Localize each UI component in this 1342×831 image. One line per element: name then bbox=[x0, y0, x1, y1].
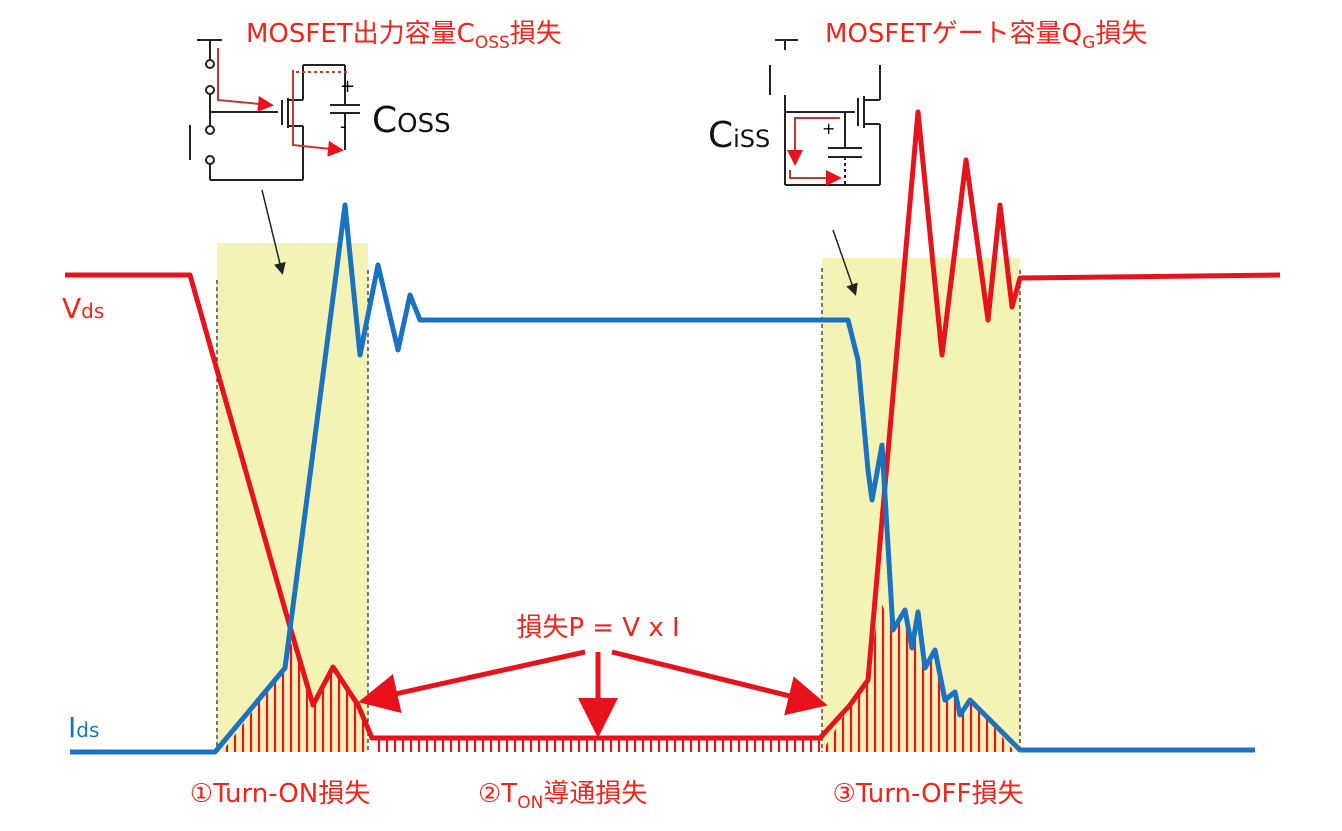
ids-label: Ids bbox=[68, 711, 99, 744]
region-borders bbox=[216, 268, 1021, 752]
plus-sign: + bbox=[822, 119, 835, 138]
turn-off-label: ③Turn-OFF損失 bbox=[833, 779, 1024, 809]
plus-sign: + bbox=[340, 76, 355, 97]
minus-sign: - bbox=[340, 116, 347, 137]
ciss-current bbox=[787, 117, 842, 186]
power-label: 損失P = V x I bbox=[516, 613, 679, 643]
qg-loss-title: MOSFETゲート容量QG損失 bbox=[825, 19, 1147, 53]
coss-circuit bbox=[189, 39, 360, 181]
vds-waveform bbox=[65, 109, 1281, 741]
ciss-circuit bbox=[769, 39, 881, 186]
coss-current bbox=[217, 48, 350, 157]
turn-on-label: ①Turn-ON損失 bbox=[190, 779, 370, 809]
coss-label: COSS bbox=[372, 100, 451, 141]
coss-loss-title: MOSFET出力容量COSS損失 bbox=[246, 19, 562, 53]
loss-arrows bbox=[358, 649, 828, 738]
ciss-label: CiSS bbox=[708, 115, 770, 156]
vds-label: Vds bbox=[62, 292, 104, 325]
ids-waveform bbox=[70, 202, 1255, 755]
ton-label: ②TON導通損失 bbox=[478, 779, 647, 813]
pointer-arrows bbox=[261, 189, 858, 296]
